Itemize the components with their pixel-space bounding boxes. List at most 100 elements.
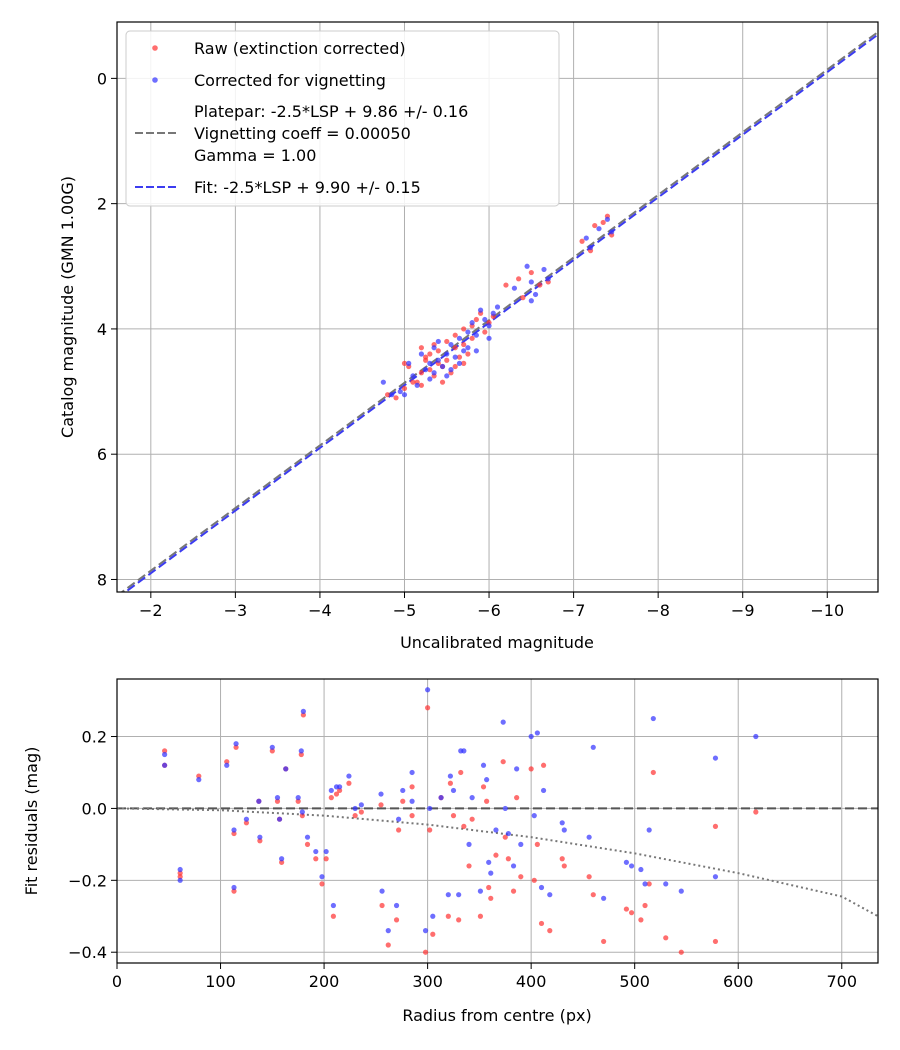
bottom-point-corrected: [461, 748, 467, 754]
bottom-y-tick-label: −0.4: [68, 943, 107, 962]
top-y-axis-label: Catalog magnitude (GMN 1.00G): [58, 176, 77, 438]
bottom-point-raw: [379, 902, 385, 909]
bottom-point-corrected: [385, 928, 391, 934]
bottom-point-corrected: [298, 748, 304, 754]
bottom-x-tick-label: 0: [112, 972, 122, 991]
bottom-point-corrected: [224, 762, 230, 768]
bottom-point-raw: [269, 748, 275, 754]
top-point-corrected: [473, 348, 479, 354]
bottom-point-raw: [319, 881, 325, 887]
top-point-raw: [401, 360, 408, 366]
top-point-raw: [465, 351, 471, 357]
bottom-point-corrected: [488, 870, 494, 876]
top-point-corrected: [541, 266, 547, 273]
bottom-point-raw: [484, 798, 490, 804]
bottom-point-raw: [510, 888, 517, 894]
bottom-point-raw: [323, 856, 329, 862]
bottom-point-raw: [586, 874, 592, 880]
bottom-point-corrected: [276, 816, 283, 822]
bottom-x-tick-label: 700: [826, 972, 857, 991]
bottom-point-corrected: [601, 895, 607, 901]
top-point-corrected: [477, 307, 484, 313]
top-point-raw: [579, 238, 585, 244]
top-point-corrected: [435, 357, 441, 363]
bottom-reference-lines: [117, 807, 878, 918]
bottom-point-corrected: [425, 687, 431, 693]
bottom-point-raw: [450, 813, 457, 819]
bottom-point-corrected: [712, 874, 719, 880]
top-point-raw: [469, 335, 475, 341]
top-point-corrected: [427, 376, 433, 382]
bottom-x-tick-label: 300: [412, 972, 443, 991]
top-point-raw: [461, 326, 467, 332]
top-line-fit: [123, 33, 878, 592]
top-x-tick-label: −9: [731, 601, 755, 620]
legend-label-fit: Fit: -2.5*LSP + 9.90 +/- 0.15: [194, 178, 421, 197]
bottom-x-tick-label: 500: [619, 972, 650, 991]
top-point-corrected: [397, 388, 403, 395]
top-point-corrected: [583, 235, 589, 241]
bottom-point-raw: [753, 809, 759, 815]
bottom-point-raw: [458, 769, 464, 776]
bottom-point-corrected: [628, 863, 635, 869]
top-point-corrected: [423, 367, 429, 373]
bottom-point-corrected: [538, 884, 545, 891]
top-point-corrected: [427, 360, 433, 366]
bottom-point-raw: [177, 870, 183, 876]
bottom-point-raw: [352, 813, 358, 819]
top-point-corrected: [389, 392, 395, 398]
bottom-point-raw: [678, 949, 684, 955]
top-point-raw: [401, 385, 408, 392]
bottom-point-corrected: [623, 859, 630, 865]
bottom-point-raw: [300, 712, 306, 718]
bottom-point-raw: [346, 780, 352, 786]
top-x-axis: −2 −3 −4 −5 −6 −7 −8 −9 −10: [139, 592, 844, 620]
bottom-point-raw: [477, 913, 484, 919]
top-y-tick-label: 2: [97, 195, 107, 214]
bottom-point-raw: [469, 816, 475, 822]
bottom-point-raw: [559, 856, 565, 862]
bottom-point-raw: [514, 795, 520, 801]
bottom-point-corrected: [177, 866, 183, 873]
legend-marker-corrected: [152, 77, 158, 83]
legend-label-raw: Raw (extinction corrected): [194, 39, 406, 58]
bottom-point-corrected: [586, 834, 592, 840]
top-x-tick-label: −2: [139, 601, 163, 620]
top-point-raw: [600, 219, 606, 226]
bottom-point-raw: [445, 913, 451, 919]
legend-label-vignetting: Vignetting coeff = 0.00050: [194, 124, 411, 143]
bottom-point-corrected: [231, 827, 237, 833]
bottom-point-corrected: [427, 805, 433, 812]
bottom-point-corrected: [646, 827, 652, 833]
top-x-tick-label: −8: [646, 601, 670, 620]
bottom-point-raw: [623, 906, 630, 912]
bottom-point-raw: [378, 802, 384, 808]
top-point-corrected: [414, 382, 420, 388]
bottom-point-corrected: [456, 892, 462, 898]
bottom-point-corrected: [337, 784, 343, 790]
bottom-point-corrected: [269, 744, 275, 750]
bottom-point-raw: [540, 762, 547, 768]
top-point-raw: [418, 345, 424, 351]
bottom-point-raw: [561, 863, 567, 869]
bottom-point-raw: [425, 705, 431, 711]
bottom-point-corrected: [396, 816, 402, 822]
top-chart: −2 −3 −4 −5 −6 −7 −8 −9 −10 0 2 4 6 8 Uncalibrated m…: [58, 21, 879, 652]
bottom-point-corrected: [484, 777, 490, 783]
bottom-y-axis: −0.4 −0.2 0.0 0.2: [68, 728, 117, 962]
top-point-raw: [528, 269, 534, 276]
bottom-point-raw: [712, 823, 719, 829]
bottom-point-corrected: [447, 773, 453, 779]
bottom-point-corrected: [256, 798, 262, 804]
top-point-raw: [592, 222, 598, 229]
top-fit-lines: [120, 31, 878, 592]
top-point-raw: [503, 282, 509, 288]
bottom-point-raw: [601, 938, 607, 945]
legend-marker-raw: [152, 45, 158, 51]
top-point-corrected: [465, 329, 471, 335]
top-y-tick-label: 0: [97, 69, 107, 88]
legend: Raw (extinction corrected) Corrected for…: [125, 30, 560, 207]
bottom-point-raw: [333, 791, 340, 797]
bottom-point-corrected: [330, 902, 336, 909]
top-point-corrected: [448, 341, 454, 348]
